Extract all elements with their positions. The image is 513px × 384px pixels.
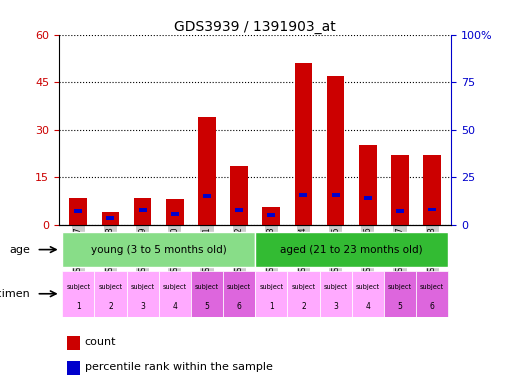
Bar (352, 271, 384, 317)
Bar (359, 146, 377, 225)
Bar (198, 117, 216, 225)
Text: 6: 6 (236, 302, 242, 311)
Text: 2: 2 (108, 302, 113, 311)
Bar (327, 76, 345, 225)
Bar (235, 209, 243, 212)
Bar (67, 336, 80, 349)
Bar (364, 196, 372, 200)
Text: subject: subject (66, 284, 90, 290)
Bar (300, 193, 307, 197)
Text: subject: subject (195, 284, 219, 290)
Text: subject: subject (259, 284, 283, 290)
Bar (255, 271, 287, 317)
Text: subject: subject (420, 284, 444, 290)
Text: 2: 2 (301, 302, 306, 311)
Bar (332, 193, 340, 197)
Bar (134, 198, 151, 225)
Bar (263, 207, 280, 225)
Text: 1: 1 (76, 302, 81, 311)
Bar (94, 271, 127, 317)
Bar (294, 63, 312, 225)
Bar (396, 209, 404, 213)
Text: subject: subject (163, 284, 187, 290)
Bar (267, 213, 275, 217)
Text: aged (21 to 23 months old): aged (21 to 23 months old) (281, 245, 423, 255)
Text: subject: subject (131, 284, 155, 290)
Bar (62, 271, 94, 317)
Text: count: count (85, 337, 116, 347)
Bar (423, 155, 441, 225)
Bar (287, 271, 320, 317)
Text: 6: 6 (430, 302, 435, 311)
Bar (62, 232, 255, 267)
Bar (159, 271, 191, 317)
Bar (139, 209, 147, 212)
Title: GDS3939 / 1391903_at: GDS3939 / 1391903_at (174, 20, 336, 33)
Bar (255, 232, 448, 267)
Bar (223, 271, 255, 317)
Bar (102, 212, 120, 225)
Bar (67, 361, 80, 375)
Text: subject: subject (356, 284, 380, 290)
Bar (391, 155, 409, 225)
Text: subject: subject (324, 284, 348, 290)
Bar (384, 271, 416, 317)
Bar (428, 207, 436, 211)
Text: 4: 4 (365, 302, 370, 311)
Bar (416, 271, 448, 317)
Text: young (3 to 5 months old): young (3 to 5 months old) (91, 245, 227, 255)
Text: subject: subject (291, 284, 315, 290)
Text: subject: subject (388, 284, 412, 290)
Bar (107, 216, 114, 220)
Bar (127, 271, 159, 317)
Bar (320, 271, 352, 317)
Text: subject: subject (227, 284, 251, 290)
Bar (230, 166, 248, 225)
Text: 4: 4 (172, 302, 177, 311)
Bar (74, 209, 82, 213)
Bar (191, 271, 223, 317)
Text: 1: 1 (269, 302, 273, 311)
Bar (171, 212, 179, 216)
Text: specimen: specimen (0, 289, 30, 299)
Bar (166, 199, 184, 225)
Text: percentile rank within the sample: percentile rank within the sample (85, 362, 272, 372)
Text: 3: 3 (140, 302, 145, 311)
Text: 5: 5 (398, 302, 402, 311)
Text: age: age (9, 245, 30, 255)
Bar (69, 198, 87, 225)
Text: 3: 3 (333, 302, 338, 311)
Text: 5: 5 (205, 302, 209, 311)
Text: subject: subject (98, 284, 123, 290)
Bar (203, 194, 211, 198)
